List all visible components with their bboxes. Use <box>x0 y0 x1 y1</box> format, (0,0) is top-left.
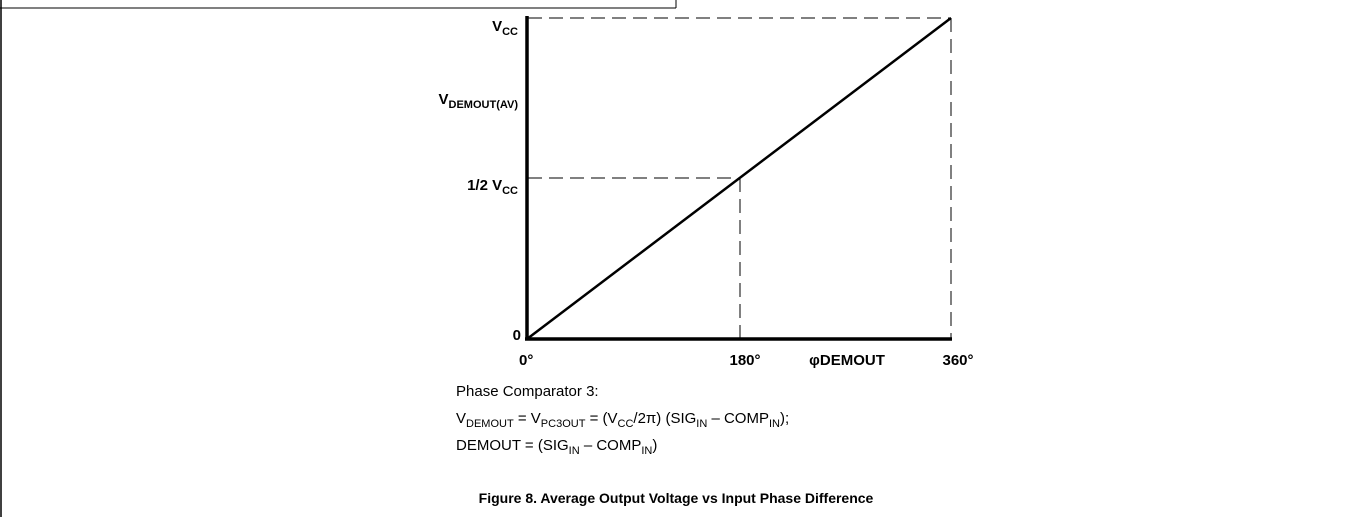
text-run: IN <box>569 445 580 457</box>
x-axis-label: 180° <box>729 352 760 369</box>
text-run: DEMOUT <box>466 418 514 430</box>
note-line: VDEMOUT = VPC3OUT = (VCC/2π) (SIGIN – CO… <box>456 410 789 430</box>
text-run: Figure 8. Average Output Voltage vs Inpu… <box>479 490 874 506</box>
text-run: V <box>456 410 466 427</box>
x-axis-label: 0° <box>519 352 533 369</box>
guide-lines <box>528 17 952 338</box>
x-axis-label: 360° <box>942 352 973 369</box>
text-run: IN <box>696 418 707 430</box>
text-run: V <box>439 91 449 108</box>
text-run: = V <box>514 410 541 427</box>
text-run: DEMOUT = (SIG <box>456 437 569 454</box>
text-run: V <box>492 18 502 35</box>
note-line: DEMOUT = (SIGIN – COMPIN) <box>456 437 657 457</box>
transfer-line <box>526 17 952 340</box>
text-run: CC <box>502 185 518 197</box>
figure-caption: Figure 8. Average Output Voltage vs Inpu… <box>479 490 874 506</box>
text-run: 360° <box>942 352 973 369</box>
text-run: CC <box>618 418 634 430</box>
text-run: CC <box>502 26 518 38</box>
text-run: 0 <box>513 327 521 344</box>
text-run: – COMP <box>580 437 642 454</box>
y-axis-label: VDEMOUT(AV) <box>439 91 519 111</box>
note-line: Phase Comparator 3: <box>456 383 599 400</box>
text-run: ) <box>652 437 657 454</box>
text-run: Phase Comparator 3: <box>456 383 599 400</box>
text-run: IN <box>641 445 652 457</box>
y-axis-label: 0 <box>513 327 521 344</box>
text-run: – COMP <box>707 410 769 427</box>
text-run: PC3OUT <box>541 418 586 430</box>
text-run: = (V <box>585 410 617 427</box>
y-axis-label: 1/2 VCC <box>467 177 518 197</box>
text-run: 1/2 V <box>467 177 502 194</box>
text-run: 0° <box>519 352 533 369</box>
y-axis-label: VCC <box>492 18 518 38</box>
text-run: DEMOUT(AV) <box>449 99 519 111</box>
text-run: IN <box>769 418 780 430</box>
text-run: /2π) (SIG <box>633 410 696 427</box>
text-run: ); <box>780 410 789 427</box>
x-axis-label: φDEMOUT <box>809 352 885 369</box>
text-run: φDEMOUT <box>809 352 885 369</box>
text-run: 180° <box>729 352 760 369</box>
